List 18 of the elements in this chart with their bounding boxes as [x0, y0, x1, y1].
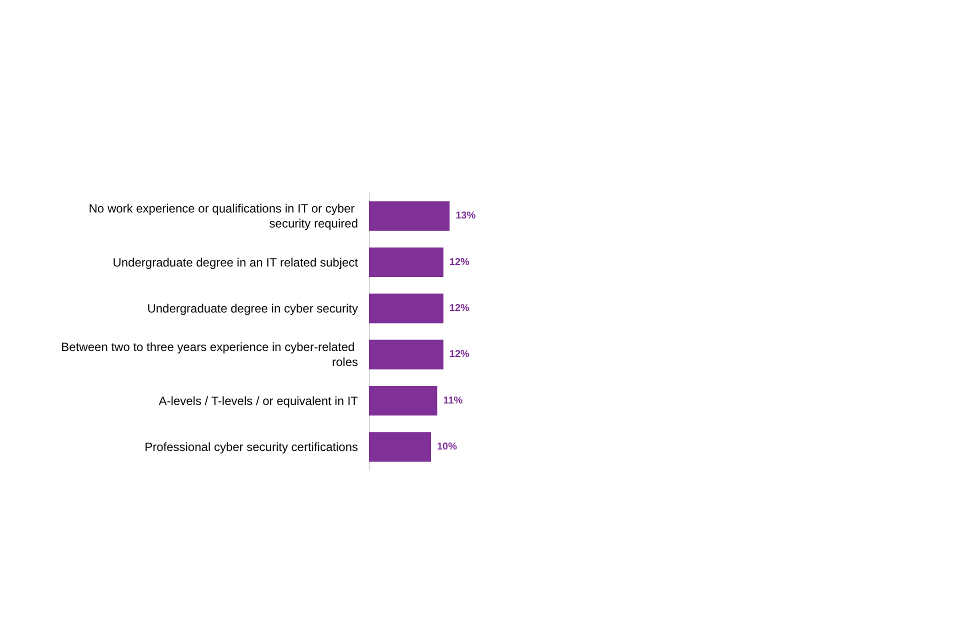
bar [369, 247, 444, 278]
y-tick-label: Between two to three years experience in cyber-related roles [61, 340, 358, 370]
data-label: 12% [449, 256, 470, 268]
data-label: 11% [443, 395, 463, 406]
bar [369, 340, 444, 370]
y-tick-label: Professional cyber security certifications [144, 440, 358, 454]
y-tick-label: Undergraduate degree in cyber security [147, 301, 358, 316]
bar [369, 432, 431, 462]
y-tick-label: No work experience or qualifications in IT or cyber security required [88, 202, 358, 231]
bar [369, 294, 444, 324]
data-label: 13% [456, 210, 476, 222]
bar [369, 386, 438, 416]
data-label: 12% [449, 349, 470, 360]
bar [369, 201, 450, 231]
y-tick-label: A-levels / T-levels / or equivalent in IT [158, 394, 359, 408]
y-tick-label: Undergraduate degree in an IT related subject [112, 255, 359, 270]
data-label: 12% [449, 302, 470, 314]
data-label: 10% [437, 441, 458, 452]
